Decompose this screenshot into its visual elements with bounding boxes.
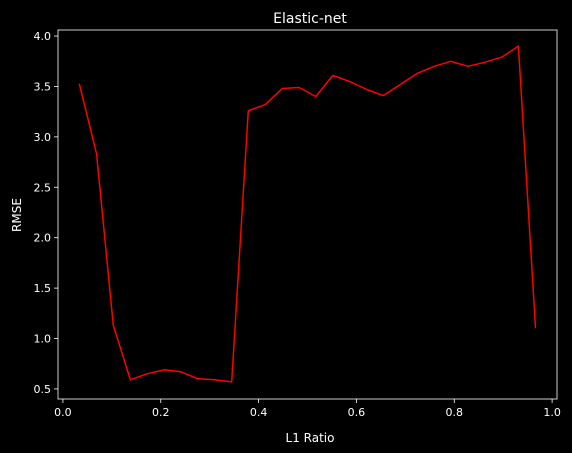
plot-area: 0.0 0.2 0.4 0.6 0.8 1.0 0.5 1.0 1.5 2.0 2.5 3.0 3.5 4… xyxy=(34,29,561,419)
x-tick-label: 0.2 xyxy=(152,406,170,419)
x-tick-label: 0.0 xyxy=(54,406,72,419)
x-axis-label: L1 Ratio xyxy=(286,431,335,445)
x-tick-label: 1.0 xyxy=(543,406,561,419)
y-tick-label: 4.0 xyxy=(34,30,52,43)
y-axis-label: RMSE xyxy=(10,198,24,232)
y-tick-label: 0.5 xyxy=(34,383,52,396)
y-tick-label: 3.5 xyxy=(34,80,52,93)
chart-title: Elastic-net xyxy=(273,11,347,27)
axes-frame xyxy=(57,29,558,400)
x-tick-label: 0.8 xyxy=(446,406,464,419)
x-tick-label: 0.6 xyxy=(348,406,366,419)
x-tick-label: 0.4 xyxy=(250,406,268,419)
y-tick-label: 3.0 xyxy=(34,131,52,144)
y-tick-label: 1.0 xyxy=(34,333,52,346)
series-line-0 xyxy=(78,45,537,383)
y-tick-label: 2.5 xyxy=(34,181,52,194)
y-tick-label: 2.0 xyxy=(34,232,52,245)
y-tick-label: 1.5 xyxy=(34,282,52,295)
